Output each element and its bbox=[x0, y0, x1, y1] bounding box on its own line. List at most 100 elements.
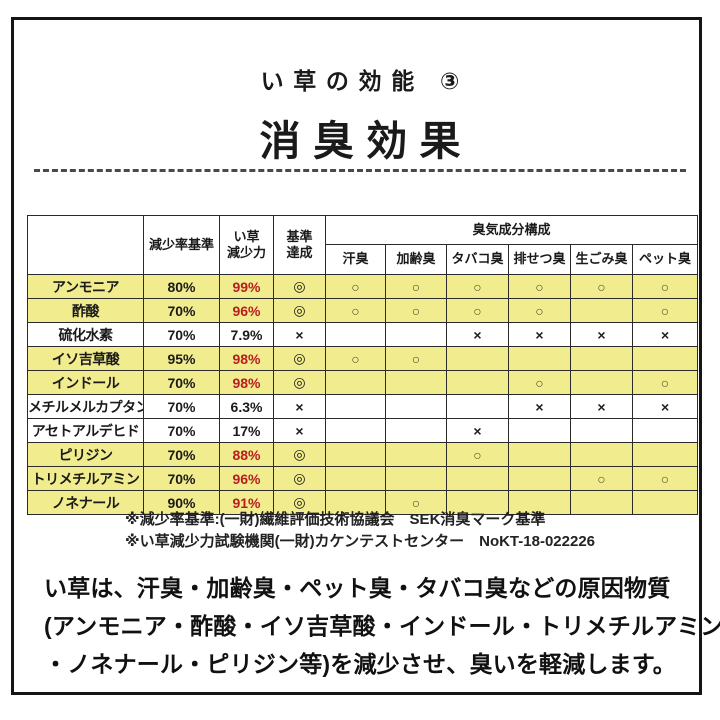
odor-mark-cell: ○ bbox=[325, 274, 386, 299]
igusa-power-cell: 17% bbox=[219, 418, 274, 443]
odor-mark-cell: ○ bbox=[631, 298, 699, 323]
odor-mark-cell bbox=[508, 346, 571, 371]
odor-mark-cell: ○ bbox=[508, 298, 571, 323]
reduction-standard-cell: 70% bbox=[143, 394, 220, 419]
standard-achieved-cell: × bbox=[273, 418, 326, 443]
odor-mark-cell bbox=[631, 346, 699, 371]
odor-mark-cell bbox=[446, 490, 509, 515]
igusa-power-cell: 96% bbox=[219, 466, 274, 491]
substance-name-cell: 硫化水素 bbox=[27, 322, 144, 347]
odor-mark-cell: × bbox=[631, 394, 699, 419]
standard-achieved-cell: ◎ bbox=[273, 298, 326, 323]
substance-name-cell: アンモニア bbox=[27, 274, 144, 299]
table-row: イソ吉草酸 95% 98% ◎ ○ ○ bbox=[27, 346, 699, 371]
table-row: 硫化水素 70% 7.9% × × × × × bbox=[27, 322, 699, 347]
reduction-standard-cell: 70% bbox=[143, 298, 220, 323]
table-row: ピリジン 70% 88% ◎ ○ bbox=[27, 442, 699, 467]
standard-achieved-cell: ◎ bbox=[273, 490, 326, 515]
column-header-standard-achieved: 基準 達成 bbox=[273, 215, 326, 275]
odor-mark-cell: ○ bbox=[325, 298, 386, 323]
substance-name-cell: インドール bbox=[27, 370, 144, 395]
odor-mark-cell bbox=[325, 466, 386, 491]
substance-name-cell: アセトアルデヒド bbox=[27, 418, 144, 443]
column-header-odor-4: 生ごみ臭 bbox=[570, 244, 633, 275]
odor-mark-cell: ○ bbox=[385, 490, 447, 515]
odor-mark-cell bbox=[325, 418, 386, 443]
reduction-standard-cell: 95% bbox=[143, 346, 220, 371]
odor-mark-cell: ○ bbox=[631, 370, 699, 395]
odor-mark-cell: × bbox=[570, 394, 633, 419]
odor-mark-cell bbox=[446, 370, 509, 395]
reduction-standard-cell: 70% bbox=[143, 322, 220, 347]
reduction-standard-cell: 70% bbox=[143, 370, 220, 395]
odor-mark-cell bbox=[446, 346, 509, 371]
odor-mark-cell: ○ bbox=[446, 274, 509, 299]
description-line: (アンモニア・酢酸・イソ吉草酸・インドール・トリメチルアミン bbox=[44, 613, 720, 639]
column-header-odor-1: 加齢臭 bbox=[385, 244, 447, 275]
odor-mark-cell bbox=[508, 490, 571, 515]
substance-column-header-empty bbox=[27, 215, 144, 275]
standard-achieved-cell: × bbox=[273, 322, 326, 347]
substance-name-cell: イソ吉草酸 bbox=[27, 346, 144, 371]
odor-mark-cell: × bbox=[631, 322, 699, 347]
column-header-odor-2: タバコ臭 bbox=[446, 244, 509, 275]
odor-mark-cell: ○ bbox=[446, 442, 509, 467]
dashed-divider bbox=[34, 169, 686, 172]
odor-mark-cell: × bbox=[508, 322, 571, 347]
odor-mark-cell bbox=[325, 322, 386, 347]
odor-mark-cell: ○ bbox=[325, 346, 386, 371]
table-row: 酢酸 70% 96% ◎ ○ ○ ○ ○ ○ bbox=[27, 298, 699, 323]
reduction-standard-cell: 70% bbox=[143, 418, 220, 443]
odor-mark-cell bbox=[631, 442, 699, 467]
reduction-standard-cell: 70% bbox=[143, 442, 220, 467]
odor-mark-cell: ○ bbox=[631, 466, 699, 491]
page-title: 消臭効果 bbox=[259, 118, 473, 164]
odor-mark-cell bbox=[446, 394, 509, 419]
odor-mark-cell: × bbox=[446, 322, 509, 347]
footnote-test-org: ※い草減少力試験機関(一財)カケンテストセンター NoKT-18-022226 bbox=[124, 533, 596, 550]
column-header-igusa-power: い草 減少力 bbox=[219, 215, 274, 275]
odor-mark-cell bbox=[570, 442, 633, 467]
odor-mark-cell: ○ bbox=[570, 466, 633, 491]
standard-achieved-cell: × bbox=[273, 394, 326, 419]
odor-mark-cell: ○ bbox=[508, 274, 571, 299]
odor-mark-cell bbox=[570, 490, 633, 515]
border-frame bbox=[11, 17, 702, 695]
odor-mark-cell: ○ bbox=[446, 298, 509, 323]
odor-mark-cell bbox=[446, 466, 509, 491]
odor-mark-cell: ○ bbox=[385, 274, 447, 299]
odor-mark-cell: ○ bbox=[385, 298, 447, 323]
odor-mark-cell: × bbox=[446, 418, 509, 443]
odor-mark-cell: × bbox=[508, 394, 571, 419]
odor-mark-cell bbox=[570, 298, 633, 323]
odor-mark-cell bbox=[385, 418, 447, 443]
standard-achieved-cell: ◎ bbox=[273, 442, 326, 467]
series-subtitle: い草の効能 ③ bbox=[260, 68, 470, 94]
igusa-power-cell: 6.3% bbox=[219, 394, 274, 419]
odor-mark-cell bbox=[508, 466, 571, 491]
description-line: い草は、汗臭・加齢臭・ペット臭・タバコ臭などの原因物質 bbox=[44, 575, 671, 601]
odor-mark-cell: × bbox=[570, 322, 633, 347]
table-row: メチルメルカプタン 70% 6.3% × × × × bbox=[27, 394, 699, 419]
reduction-standard-cell: 70% bbox=[143, 466, 220, 491]
table-row: ノネナール 90% 91% ◎ ○ bbox=[27, 490, 699, 515]
table-row: インドール 70% 98% ◎ ○ ○ bbox=[27, 370, 699, 395]
odor-mark-cell bbox=[570, 418, 633, 443]
odor-mark-cell bbox=[385, 394, 447, 419]
odor-mark-cell bbox=[508, 442, 571, 467]
substance-name-cell: ノネナール bbox=[27, 490, 144, 515]
odor-mark-cell bbox=[570, 346, 633, 371]
standard-achieved-cell: ◎ bbox=[273, 466, 326, 491]
substance-name-cell: 酢酸 bbox=[27, 298, 144, 323]
standard-achieved-cell: ◎ bbox=[273, 346, 326, 371]
odor-mark-cell: ○ bbox=[508, 370, 571, 395]
igusa-power-cell: 96% bbox=[219, 298, 274, 323]
table-row: トリメチルアミン 70% 96% ◎ ○ ○ bbox=[27, 466, 699, 491]
odor-mark-cell: ○ bbox=[570, 274, 633, 299]
description-line: ・ノネナール・ピリジン等)を減少させ、臭いを軽減します。 bbox=[44, 651, 676, 677]
igusa-power-cell: 99% bbox=[219, 274, 274, 299]
column-header-odor-group: 臭気成分構成 bbox=[324, 215, 699, 245]
deodorizing-effect-table: 減少率基準 い草 減少力 基準 達成 臭気成分構成 汗臭 加齢臭 タバコ臭 排せつ臭 生ごみ… bbox=[27, 215, 699, 515]
standard-achieved-cell: ◎ bbox=[273, 274, 326, 299]
